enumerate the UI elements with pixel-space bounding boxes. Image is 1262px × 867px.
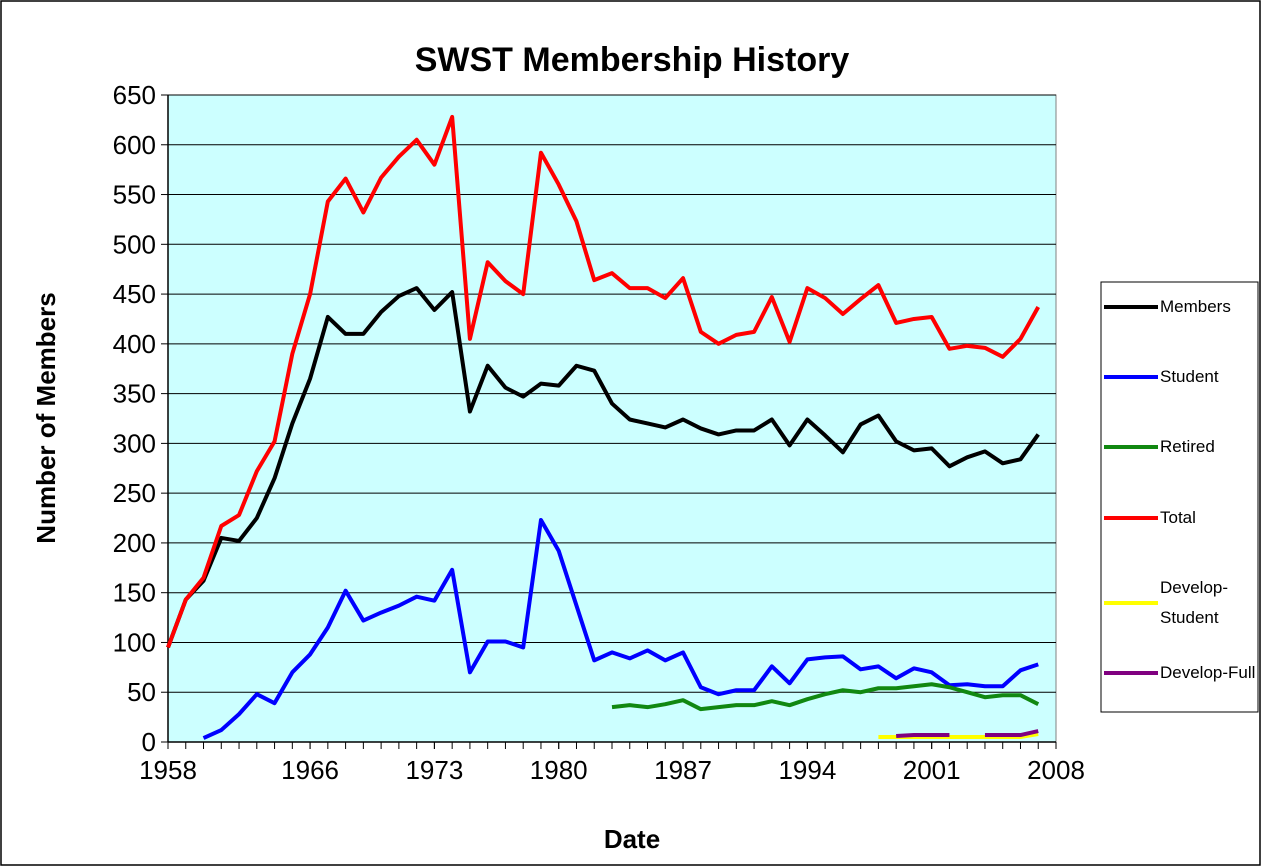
series-line — [166, 286, 1040, 649]
y-tick-label: 450 — [113, 279, 156, 309]
y-tick-label: 100 — [113, 627, 156, 657]
plot-area — [167, 94, 1057, 743]
x-tick-label: 1994 — [778, 755, 836, 785]
legend-label-box: Members — [1160, 297, 1231, 316]
x-tick-label: 1980 — [530, 755, 588, 785]
series-line — [896, 729, 1039, 739]
x-tick-label: 1958 — [139, 755, 197, 785]
legend-label: Develop-Full — [1160, 663, 1256, 682]
legend-label: Retired — [1160, 437, 1215, 456]
x-axis-label: Date — [604, 824, 660, 854]
legend-label-box: Retired — [1160, 437, 1215, 456]
y-tick-label: 550 — [113, 180, 156, 210]
x-tick-label: 1966 — [281, 755, 339, 785]
y-tick-label: 50 — [127, 677, 156, 707]
y-tick-label: 600 — [113, 130, 156, 160]
x-tick-label: 2001 — [903, 755, 961, 785]
x-tick-label: 1973 — [405, 755, 463, 785]
y-tick-label: 150 — [113, 578, 156, 608]
legend-label-box: Develop-Student — [1160, 578, 1229, 627]
legend-label-box: Total — [1160, 508, 1196, 527]
y-tick-label: 650 — [113, 80, 156, 110]
y-tick-label: 350 — [113, 379, 156, 409]
y-axis-label: Number of Members — [31, 292, 61, 543]
series-line — [611, 682, 1040, 712]
y-tick-label: 250 — [113, 478, 156, 508]
y-tick-label: 0 — [142, 727, 156, 757]
y-tick-label: 200 — [113, 528, 156, 558]
series-line — [166, 114, 1040, 649]
legend — [1100, 281, 1259, 713]
y-tick-label: 400 — [113, 329, 156, 359]
x-tick-label: 2008 — [1027, 755, 1085, 785]
legend-label-box: Student — [1160, 367, 1219, 386]
legend-label: Members — [1160, 297, 1231, 316]
legend-label-box: Develop-Full — [1160, 663, 1256, 682]
chart-title: SWST Membership History — [415, 41, 850, 79]
legend-label: Develop-Student — [1160, 578, 1229, 627]
y-tick-label: 500 — [113, 229, 156, 259]
y-tick-label: 300 — [113, 428, 156, 458]
series-line — [202, 518, 1039, 740]
legend-label: Student — [1160, 367, 1219, 386]
legend-label: Total — [1160, 508, 1196, 527]
x-tick-label: 1987 — [654, 755, 712, 785]
